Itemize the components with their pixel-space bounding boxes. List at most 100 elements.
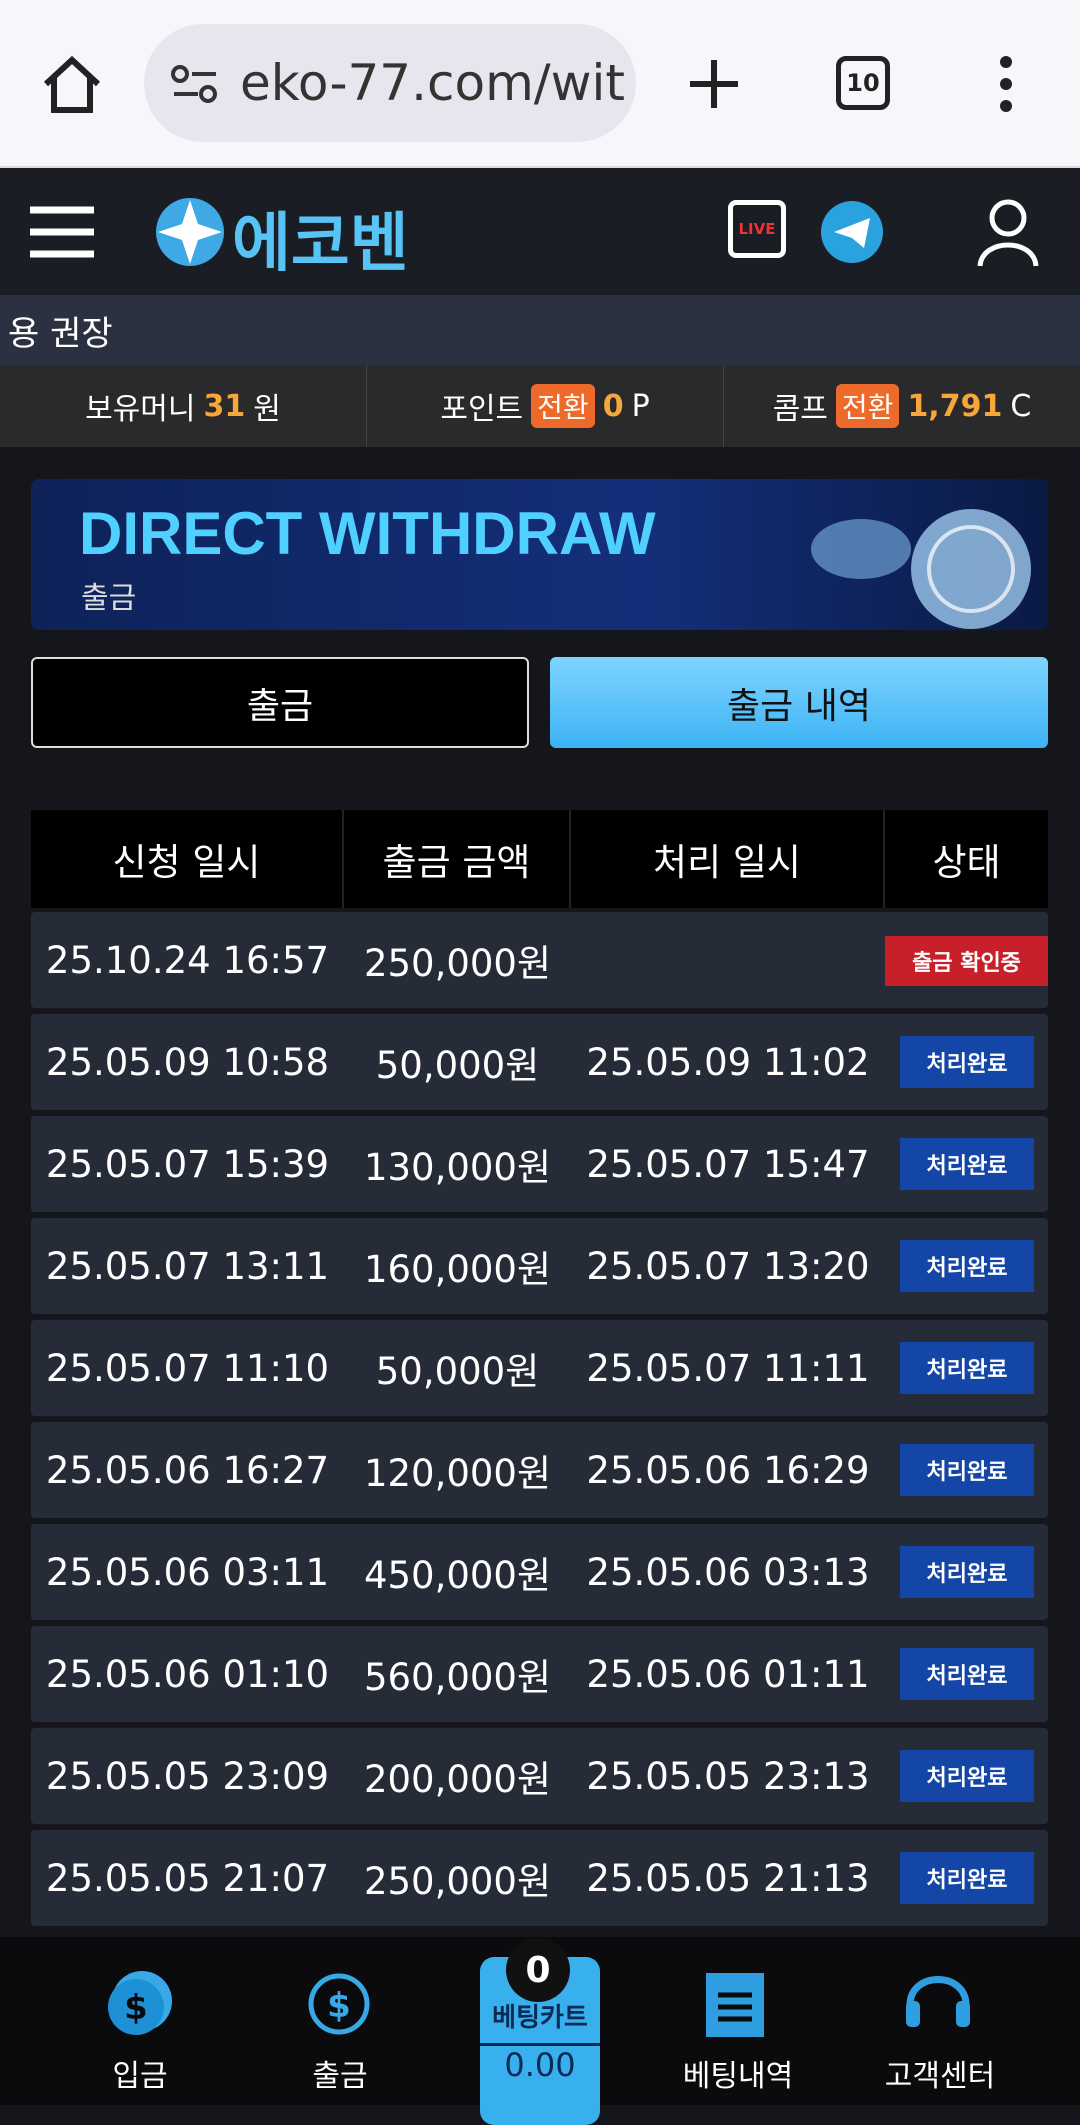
table-row: [31, 912, 1048, 1008]
svg-text:$: $: [124, 1988, 148, 2028]
label: 포인트: [440, 392, 524, 427]
status-badge: 처리완료: [900, 1036, 1034, 1088]
cell: 450,000원: [363, 1554, 552, 1597]
coins-image: [811, 509, 1031, 629]
support-icon[interactable]: [900, 1965, 976, 2041]
cell: 160,000원: [363, 1248, 552, 1291]
header-cell: 신청 일시: [31, 810, 344, 908]
table-row: [31, 1830, 1048, 1926]
convert-button[interactable]: 전환: [835, 384, 900, 428]
status-badge: 처리완료: [900, 1444, 1034, 1496]
url-field[interactable]: eko-77.com/wit: [144, 24, 636, 142]
label: 콤프: [772, 392, 828, 427]
browser-bar: eko-77.com/wit 10: [0, 0, 1080, 168]
cell: 25.05.06 03:13: [586, 1550, 870, 1594]
status-badge: 처리완료: [900, 1648, 1034, 1700]
cell: 120,000원: [363, 1452, 552, 1495]
cell: 25.05.05 23:09: [45, 1754, 330, 1798]
history-tab[interactable]: 출금 내역: [550, 657, 1048, 748]
table-row: [31, 1422, 1048, 1518]
cell: 560,000원: [363, 1656, 552, 1699]
cart-amount: 0.00: [480, 2043, 600, 2084]
nav-label[interactable]: 고객센터: [884, 2059, 996, 2094]
tab-count[interactable]: 10: [836, 56, 890, 110]
nav-label[interactable]: 베팅내역: [682, 2059, 794, 2094]
svg-text:$: $: [327, 1986, 351, 2026]
telegram-icon[interactable]: [820, 200, 884, 264]
cell: 25.05.07 11:10: [45, 1346, 330, 1390]
cell: 25.05.06 01:10: [45, 1652, 330, 1696]
table-row: [31, 1116, 1048, 1212]
cell: [571, 912, 885, 1008]
notice-marquee: 용 권장: [0, 295, 1080, 365]
cell: 50,000원: [375, 1350, 540, 1393]
status-badge: 처리완료: [900, 1546, 1034, 1598]
value: 31: [203, 388, 246, 424]
cell: 25.10.24 16:57: [45, 938, 330, 982]
cell: 25.05.06 16:29: [586, 1448, 870, 1492]
cart-label: 베팅카트: [492, 2003, 588, 2033]
menu-icon[interactable]: [996, 56, 1016, 112]
notice-text: 용 권장: [8, 313, 113, 354]
deposit-icon[interactable]: $: [104, 1969, 174, 2039]
status-badge: 처리완료: [900, 1342, 1034, 1394]
url-text: eko-77.com/wit: [240, 54, 626, 112]
cell: 25.05.05 21:07: [45, 1856, 330, 1900]
cell: 25.05.09 10:58: [45, 1040, 330, 1084]
cell: 25.05.05 21:13: [586, 1856, 870, 1900]
cell: 25.05.06 03:11: [45, 1550, 330, 1594]
live-icon[interactable]: LIVE: [728, 200, 786, 258]
cell: 50,000원: [375, 1044, 540, 1087]
withdraw-tab[interactable]: 출금: [31, 657, 529, 748]
table-row: [31, 1524, 1048, 1620]
status-badge: 처리완료: [900, 1138, 1034, 1190]
home-icon[interactable]: [40, 54, 104, 114]
balance-bar: 보유머니 31 원 포인트 전환 0 P 콤프 전환 1,791 C: [0, 365, 1080, 447]
cell: 25.05.06 01:11: [586, 1652, 870, 1696]
user-icon[interactable]: [976, 198, 1040, 268]
logo-text[interactable]: 에코벤: [232, 207, 409, 281]
history-icon[interactable]: [702, 1967, 772, 2041]
table-row: [31, 1014, 1048, 1110]
banner: DIRECT WITHDRAW 출금: [31, 479, 1048, 630]
cell: 25.05.09 11:02: [586, 1040, 870, 1084]
cell: 25.05.06 16:27: [45, 1448, 330, 1492]
unit: P: [631, 388, 650, 424]
status-badge: 처리완료: [900, 1852, 1034, 1904]
banner-subtitle: 출금: [81, 581, 137, 616]
status-badge: 처리완료: [900, 1750, 1034, 1802]
nav-label[interactable]: 출금: [312, 2059, 368, 2094]
value: 1,791: [907, 388, 1003, 424]
logo-icon: [156, 198, 224, 266]
cell: 25.05.07 13:20: [586, 1244, 870, 1288]
new-tab-icon[interactable]: [688, 58, 740, 110]
nav-label[interactable]: 입금: [112, 2059, 168, 2094]
value: 0: [602, 388, 624, 424]
header-cell: 상태: [885, 810, 1048, 908]
withdraw-icon[interactable]: $: [304, 1967, 374, 2041]
cell: 25.05.07 15:47: [586, 1142, 870, 1186]
hamburger[interactable]: [30, 206, 94, 258]
site-header: 에코벤 LIVE: [0, 168, 1080, 295]
table-row: [31, 1320, 1048, 1416]
cell: 25.05.07 11:11: [586, 1346, 870, 1390]
cell: 25.05.07 15:39: [45, 1142, 330, 1186]
cell: 25.05.05 23:13: [586, 1754, 870, 1798]
site-info-icon[interactable]: [170, 62, 220, 106]
header-cell: 처리 일시: [571, 810, 885, 908]
cell: 250,000원: [363, 1860, 552, 1903]
table-row: [31, 1218, 1048, 1314]
cell: 250,000원: [363, 942, 552, 985]
cell: 25.05.07 13:11: [45, 1244, 330, 1288]
header-cell: 출금 금액: [344, 810, 571, 908]
unit: C: [1010, 388, 1032, 424]
table-row: [31, 1626, 1048, 1722]
convert-button[interactable]: 전환: [531, 384, 595, 428]
money: 보유머니 31 원: [0, 365, 366, 447]
comp: 콤프 전환 1,791 C: [724, 365, 1080, 447]
point: 포인트 전환 0 P: [366, 365, 724, 447]
cell: 130,000원: [363, 1146, 552, 1189]
banner-title: DIRECT WITHDRAW: [79, 500, 656, 567]
unit: 원: [253, 392, 281, 427]
